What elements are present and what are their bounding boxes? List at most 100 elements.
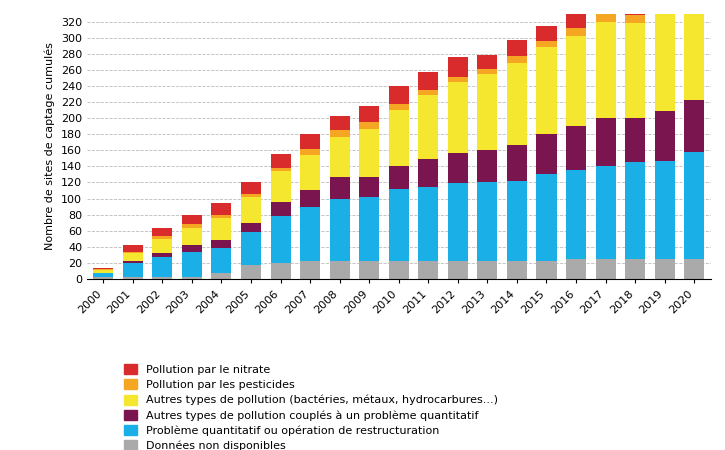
Bar — [389, 166, 409, 189]
Bar — [566, 12, 586, 28]
Bar — [270, 168, 291, 171]
Bar — [655, 161, 675, 259]
Bar — [270, 216, 291, 263]
Bar — [625, 0, 645, 15]
Bar — [625, 259, 645, 279]
Bar — [595, 0, 616, 14]
Bar — [212, 248, 231, 273]
Bar — [94, 268, 113, 270]
Bar — [182, 224, 202, 228]
Bar — [536, 175, 557, 261]
Bar — [212, 273, 231, 279]
Bar — [241, 223, 261, 232]
Bar — [300, 155, 320, 190]
Bar — [536, 41, 557, 47]
Bar — [625, 118, 645, 162]
Bar — [655, 14, 675, 111]
Bar — [418, 72, 439, 90]
Bar — [212, 240, 231, 248]
Bar — [655, 111, 675, 161]
Bar — [448, 261, 468, 279]
Bar — [625, 162, 645, 259]
Bar — [536, 27, 557, 41]
Bar — [507, 63, 527, 144]
Bar — [94, 273, 113, 277]
Bar — [330, 199, 349, 261]
Bar — [330, 137, 349, 177]
Bar — [625, 23, 645, 118]
Bar — [655, 0, 675, 6]
Bar — [595, 259, 616, 279]
Bar — [212, 215, 231, 218]
Bar — [507, 144, 527, 181]
Bar — [94, 277, 113, 279]
Bar — [477, 74, 497, 150]
Bar — [566, 28, 586, 36]
Bar — [94, 270, 113, 273]
Bar — [684, 99, 704, 152]
Bar — [123, 263, 143, 277]
Bar — [152, 277, 173, 279]
Bar — [389, 189, 409, 261]
Bar — [566, 259, 586, 279]
Bar — [477, 150, 497, 182]
Bar — [330, 130, 349, 137]
Bar — [300, 261, 320, 279]
Bar — [330, 116, 349, 130]
Bar — [418, 261, 439, 279]
Bar — [655, 6, 675, 14]
Bar — [566, 171, 586, 259]
Bar — [536, 47, 557, 134]
Bar — [182, 245, 202, 252]
Bar — [448, 153, 468, 183]
Bar — [536, 134, 557, 175]
Bar — [684, 152, 704, 259]
Bar — [595, 14, 616, 22]
Bar — [152, 253, 173, 257]
Bar — [684, 259, 704, 279]
Bar — [477, 69, 497, 74]
Bar — [448, 57, 468, 77]
Bar — [448, 77, 468, 82]
Bar — [270, 171, 291, 202]
Bar — [507, 181, 527, 261]
Bar — [330, 261, 349, 279]
Bar — [359, 122, 379, 129]
Bar — [123, 252, 143, 253]
Bar — [389, 104, 409, 110]
Bar — [477, 182, 497, 261]
Bar — [418, 187, 439, 261]
Bar — [241, 197, 261, 223]
Bar — [241, 232, 261, 265]
Bar — [448, 183, 468, 261]
Bar — [182, 277, 202, 279]
Bar — [507, 40, 527, 56]
Bar — [477, 261, 497, 279]
Bar — [212, 203, 231, 215]
Bar — [536, 261, 557, 279]
Bar — [389, 110, 409, 166]
Bar — [595, 166, 616, 259]
Bar — [270, 154, 291, 168]
Bar — [418, 159, 439, 187]
Legend: Pollution par le nitrate, Pollution par les pesticides, Autres types de pollutio: Pollution par le nitrate, Pollution par … — [124, 364, 498, 450]
Bar — [300, 207, 320, 261]
Bar — [359, 106, 379, 122]
Bar — [123, 253, 143, 261]
Bar — [123, 245, 143, 252]
Bar — [389, 86, 409, 104]
Bar — [270, 263, 291, 279]
Bar — [152, 236, 173, 239]
Bar — [182, 228, 202, 245]
Y-axis label: Nombre de sites de captage cumulés: Nombre de sites de captage cumulés — [45, 42, 55, 250]
Bar — [684, 3, 704, 99]
Bar — [359, 197, 379, 261]
Bar — [152, 257, 173, 277]
Bar — [418, 90, 439, 95]
Bar — [418, 95, 439, 159]
Bar — [330, 177, 349, 199]
Bar — [477, 54, 497, 69]
Bar — [566, 126, 586, 171]
Bar — [507, 261, 527, 279]
Bar — [359, 177, 379, 197]
